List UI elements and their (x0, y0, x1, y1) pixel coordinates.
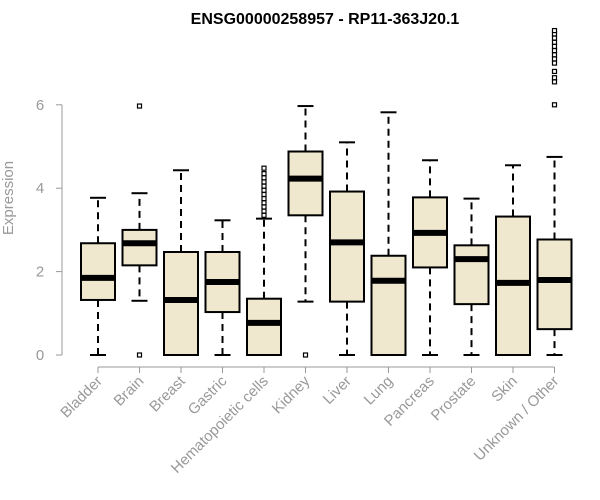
outlier-point (136, 352, 143, 358)
box-kidney (287, 105, 324, 358)
outlier-point (551, 52, 558, 58)
outlier-point (261, 191, 267, 198)
outlier-point (551, 79, 558, 85)
box-layer (80, 27, 573, 358)
y-axis: 0 2 4 6 (36, 97, 555, 368)
box-iqr (80, 242, 116, 301)
x-tick-label: Kidney (269, 372, 314, 417)
box-bladder (80, 196, 116, 356)
outlier-point (302, 352, 309, 358)
box-unknown-other (536, 27, 573, 356)
y-tick-label: 0 (36, 347, 44, 364)
outlier-point (551, 75, 558, 81)
box-brain (121, 103, 158, 358)
outlier-point (551, 39, 558, 45)
outlier-point (136, 103, 143, 109)
outlier-point (551, 35, 558, 41)
box-gastric (204, 219, 241, 356)
box-iqr (453, 244, 490, 306)
x-tick-label: Prostate (428, 373, 480, 425)
outlier-point (551, 68, 558, 75)
x-tick-label: Brain (111, 373, 148, 410)
outlier-point (551, 27, 558, 34)
box-hematopoietic-cells (246, 165, 282, 356)
box-iqr (329, 190, 365, 303)
x-tick-label: Liver (320, 373, 355, 408)
outlier-point (261, 165, 267, 171)
x-tick-label: Lung (361, 373, 397, 409)
box-iqr (287, 150, 324, 217)
box-breast (163, 169, 199, 357)
outlier-point (261, 196, 267, 202)
y-tick-label: 6 (36, 97, 44, 114)
box-prostate (453, 197, 490, 356)
x-tick-label: Bladder (57, 373, 106, 422)
box-liver (329, 141, 365, 356)
outlier-point (261, 204, 267, 210)
box-skin (495, 164, 531, 356)
outlier-point (261, 179, 267, 185)
box-lung (370, 111, 407, 356)
box-iqr (536, 238, 573, 331)
outlier-point (551, 47, 558, 54)
outlier-point (261, 208, 267, 214)
chart-title: ENSG00000258957 - RP11-363J20.1 (191, 11, 460, 28)
outlier-point (551, 60, 558, 66)
box-iqr (370, 254, 407, 356)
x-tick-label: Breast (146, 372, 189, 415)
box-iqr (246, 297, 282, 356)
outlier-point (261, 212, 267, 218)
y-tick-label: 4 (36, 180, 44, 197)
outlier-point (261, 183, 267, 189)
outlier-point (261, 187, 267, 193)
outlier-point (261, 171, 267, 177)
box-iqr (121, 228, 158, 267)
x-tick-label: Skin (488, 373, 521, 406)
outlier-point (261, 200, 267, 206)
outlier-point (551, 56, 558, 62)
y-axis-label: Expression (0, 161, 17, 235)
box-pancreas (412, 159, 448, 356)
y-tick-label: 2 (36, 264, 44, 281)
box-iqr (163, 251, 199, 357)
outlier-point (261, 175, 267, 181)
outlier-point (551, 43, 558, 50)
outlier-point (551, 102, 558, 108)
